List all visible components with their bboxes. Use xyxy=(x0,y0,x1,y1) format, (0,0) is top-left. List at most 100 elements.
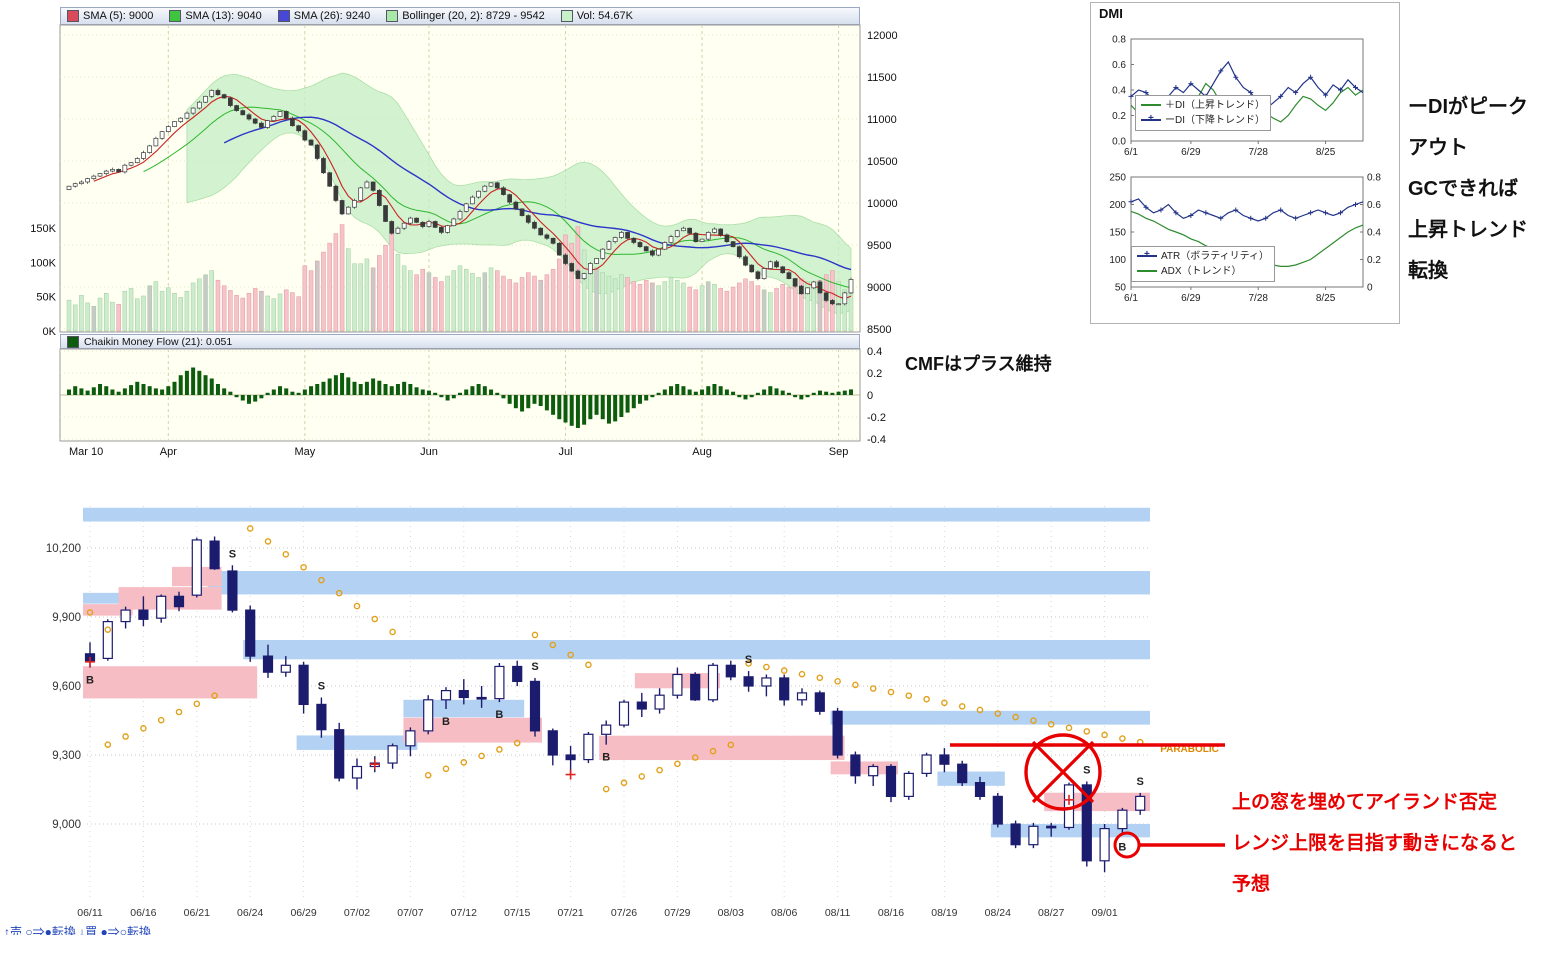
svg-text:B: B xyxy=(1118,841,1126,853)
svg-text:06/16: 06/16 xyxy=(130,907,156,919)
svg-text:10,200: 10,200 xyxy=(46,543,81,555)
legend-swatch xyxy=(169,10,182,22)
svg-text:08/06: 08/06 xyxy=(771,907,797,919)
di-annotation-line: 上昇トレンド xyxy=(1408,219,1528,241)
svg-text:07/12: 07/12 xyxy=(451,907,477,919)
dmi-di-chart-legend: ＋DI（上昇トレンド） ーDI（下降トレンド） xyxy=(1135,95,1271,131)
svg-text:8500: 8500 xyxy=(867,324,891,336)
dmi-panel: DMI 0.8 0.6 0.4 0.2 0.0 6/1 6/29 7/28 8/25 ＋DI（上… xyxy=(1090,2,1400,324)
svg-text:PARABOLIC: PARABOLIC xyxy=(1160,744,1219,755)
plus-di-line-icon xyxy=(1141,104,1161,107)
svg-text:07/26: 07/26 xyxy=(611,907,637,919)
svg-text:200: 200 xyxy=(1109,200,1126,211)
svg-text:Jul: Jul xyxy=(558,446,572,458)
svg-text:08/11: 08/11 xyxy=(825,907,851,919)
svg-text:08/16: 08/16 xyxy=(878,907,904,919)
adx-legend-label: ADX（トレンド） xyxy=(1161,266,1242,277)
svg-text:0: 0 xyxy=(867,390,873,402)
svg-text:250: 250 xyxy=(1109,173,1126,184)
svg-text:Aug: Aug xyxy=(692,446,712,458)
main-price-chart: 12000 11500 11000 10500 10000 9500 9000 8500 150… xyxy=(30,24,898,338)
svg-text:0: 0 xyxy=(1367,283,1373,294)
svg-text:08/27: 08/27 xyxy=(1038,907,1064,919)
svg-text:07/21: 07/21 xyxy=(557,907,583,919)
svg-text:S: S xyxy=(1137,776,1144,788)
svg-text:6/1: 6/1 xyxy=(1124,147,1138,158)
daily-range-chart: 10,200 9,900 9,600 9,300 9,000 06/11 06/16 06/2… xyxy=(46,506,1225,919)
svg-text:0.4: 0.4 xyxy=(1367,228,1381,239)
di-annotation-line: ーDIがピーク xyxy=(1408,96,1528,118)
svg-text:6/1: 6/1 xyxy=(1124,293,1138,304)
svg-text:0.8: 0.8 xyxy=(1367,173,1381,184)
adx-legend-row: ADX（トレンド） xyxy=(1137,264,1269,279)
svg-text:8/25: 8/25 xyxy=(1316,293,1336,304)
plus-di-legend-row: ＋DI（上昇トレンド） xyxy=(1141,98,1265,113)
svg-text:08/24: 08/24 xyxy=(985,907,1011,919)
red-annotation-range: レンジ上限を目指す動きになると xyxy=(1232,833,1518,854)
svg-text:9000: 9000 xyxy=(867,282,891,294)
legend-item: Bollinger (20, 2): 8729 - 9542 xyxy=(386,10,545,22)
svg-text:06/11: 06/11 xyxy=(77,907,103,919)
svg-text:0K: 0K xyxy=(43,326,57,338)
svg-text:-0.2: -0.2 xyxy=(867,412,886,424)
legend-swatch xyxy=(560,10,573,22)
svg-text:100: 100 xyxy=(1109,255,1126,266)
svg-text:9,900: 9,900 xyxy=(52,612,81,624)
svg-text:0.2: 0.2 xyxy=(1367,255,1381,266)
svg-text:150: 150 xyxy=(1109,228,1126,239)
svg-text:10000: 10000 xyxy=(867,198,898,210)
svg-text:S: S xyxy=(1083,764,1090,776)
svg-text:07/07: 07/07 xyxy=(397,907,423,919)
svg-text:11500: 11500 xyxy=(867,72,897,84)
svg-text:S: S xyxy=(229,548,236,560)
svg-text:08/19: 08/19 xyxy=(931,907,957,919)
di-annotation: ーDIがピーク アウト GCできれば 上昇トレンド 転換 xyxy=(1408,90,1558,295)
cmf-swatch xyxy=(67,335,79,348)
svg-text:07/02: 07/02 xyxy=(344,907,370,919)
svg-text:50: 50 xyxy=(1115,283,1127,294)
svg-text:9,600: 9,600 xyxy=(52,681,81,693)
svg-text:11000: 11000 xyxy=(867,114,897,126)
legend-swatch xyxy=(67,10,79,22)
legend-item: SMA (5): 9000 xyxy=(67,10,153,22)
atr-legend-label: ATR（ボラティリティ） xyxy=(1161,251,1270,262)
svg-text:10500: 10500 xyxy=(867,156,898,168)
adx-line-icon xyxy=(1137,270,1157,273)
svg-text:Sep: Sep xyxy=(829,446,849,458)
svg-text:150K: 150K xyxy=(30,223,56,235)
main-chart-legend: SMA (5): 9000 SMA (13): 9040 SMA (26): 924… xyxy=(60,7,860,25)
svg-text:7/28: 7/28 xyxy=(1248,147,1268,158)
svg-text:08/03: 08/03 xyxy=(718,907,744,919)
svg-text:B: B xyxy=(495,709,503,721)
svg-text:0.4: 0.4 xyxy=(867,346,882,358)
svg-text:0.6: 0.6 xyxy=(1367,200,1381,211)
svg-text:8/25: 8/25 xyxy=(1316,147,1336,158)
svg-text:S: S xyxy=(745,654,752,666)
legend-swatch xyxy=(277,10,290,22)
minus-di-legend-row: ーDI（下降トレンド） xyxy=(1141,111,1265,128)
svg-text:7/28: 7/28 xyxy=(1248,293,1268,304)
svg-text:12000: 12000 xyxy=(867,30,898,42)
di-annotation-line: アウト xyxy=(1408,137,1468,159)
svg-text:S: S xyxy=(531,661,538,673)
atr-legend-row: ATR（ボラティリティ） xyxy=(1137,247,1270,264)
clipped-footer-text: ↑売 ○⇒●転換 ↓買 ●⇒○転換 xyxy=(4,925,151,935)
svg-text:9,300: 9,300 xyxy=(52,750,81,762)
svg-text:07/15: 07/15 xyxy=(504,907,530,919)
dmi-panel-title: DMI xyxy=(1099,6,1123,21)
svg-text:B: B xyxy=(602,752,610,764)
svg-text:9,000: 9,000 xyxy=(52,819,81,831)
legend-swatch xyxy=(386,10,399,22)
atr-adx-chart: 250 200 150 100 50 0.8 0.6 0.4 0.2 0 6/1 6/29 7/28 8/… xyxy=(1109,173,1381,305)
red-annotation-island: 上の窓を埋めてアイランド否定 xyxy=(1232,792,1498,813)
cmf-legend: Chaikin Money Flow (21): 0.051 xyxy=(60,334,860,349)
svg-text:07/29: 07/29 xyxy=(664,907,690,919)
svg-text:0.2: 0.2 xyxy=(867,368,882,380)
cmf-chart: 0.4 0.2 0 -0.2 -0.4 Mar 10 Apr May Jun Jul Aug Sep xyxy=(59,346,886,458)
svg-text:B: B xyxy=(442,716,450,728)
svg-text:Jun: Jun xyxy=(420,446,438,458)
svg-text:Apr: Apr xyxy=(160,446,177,458)
minus-di-legend-label: ーDI（下降トレンド） xyxy=(1165,115,1265,126)
svg-text:6/29: 6/29 xyxy=(1181,293,1201,304)
